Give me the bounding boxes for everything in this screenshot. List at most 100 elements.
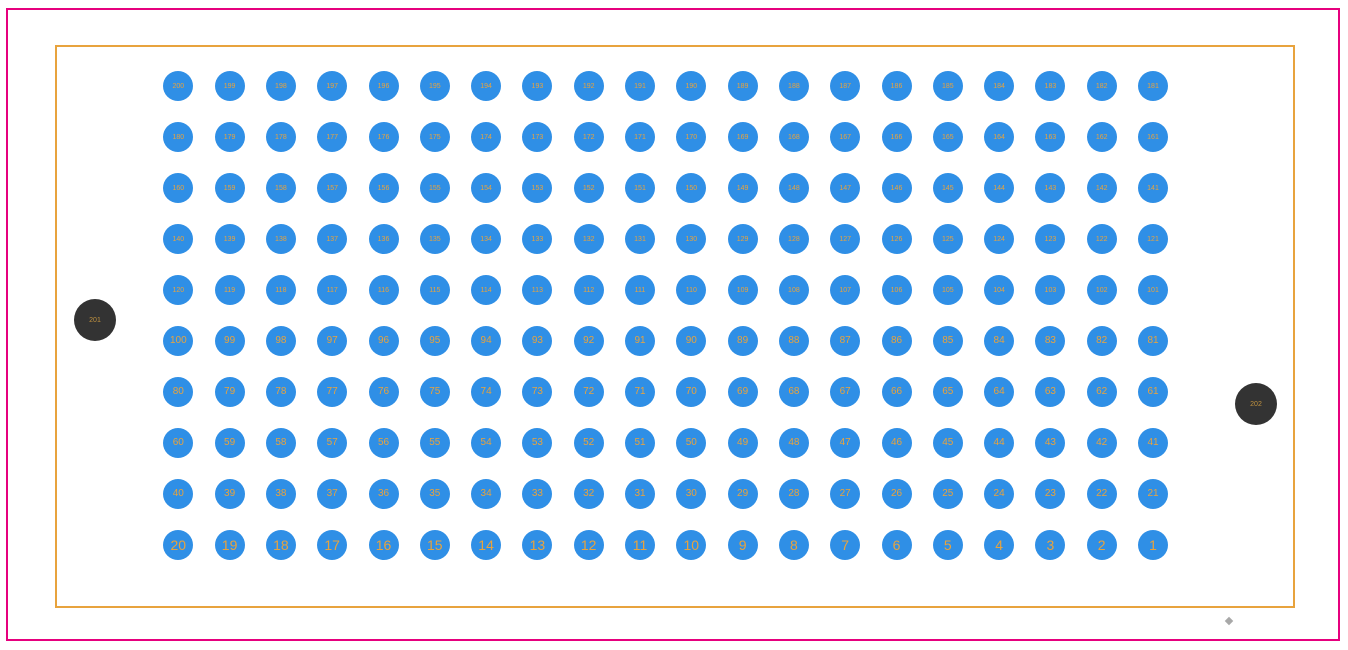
pad-label: 5	[944, 538, 952, 552]
pad-label: 109	[737, 287, 749, 294]
pad-label: 104	[993, 287, 1005, 294]
pad-label: 36	[378, 489, 389, 499]
pad-119: 119	[215, 275, 245, 305]
pad-label: 72	[583, 387, 594, 397]
pad-125: 125	[933, 224, 963, 254]
pad-label: 86	[891, 336, 902, 346]
pad-176: 176	[369, 122, 399, 152]
pad-5: 5	[933, 530, 963, 560]
pad-label: 1	[1149, 538, 1157, 552]
pad-6: 6	[882, 530, 912, 560]
pad-137: 137	[317, 224, 347, 254]
pad-59: 59	[215, 428, 245, 458]
pad-35: 35	[420, 479, 450, 509]
pad-label: 74	[481, 387, 492, 397]
pad-label: 100	[170, 336, 187, 346]
pad-97: 97	[317, 326, 347, 356]
pad-label: 10	[684, 538, 700, 552]
pad-167: 167	[830, 122, 860, 152]
pad-label: 58	[275, 438, 286, 448]
pad-label: 78	[275, 387, 286, 397]
pad-label: 89	[737, 336, 748, 346]
pad-82: 82	[1087, 326, 1117, 356]
pad-label: 130	[685, 236, 697, 243]
pad-label: 124	[993, 236, 1005, 243]
pad-label: 197	[326, 83, 338, 90]
pad-186: 186	[882, 71, 912, 101]
pad-label: 41	[1147, 438, 1158, 448]
pad-1: 1	[1138, 530, 1168, 560]
pad-label: 91	[634, 336, 645, 346]
pad-label: 200	[172, 83, 184, 90]
pad-139: 139	[215, 224, 245, 254]
pad-label: 61	[1147, 387, 1158, 397]
pad-7: 7	[830, 530, 860, 560]
pad-117: 117	[317, 275, 347, 305]
pad-label: 28	[788, 489, 799, 499]
pad-54: 54	[471, 428, 501, 458]
pad-19: 19	[215, 530, 245, 560]
pad-label: 96	[378, 336, 389, 346]
pad-label: 143	[1045, 185, 1057, 192]
pad-label: 38	[275, 489, 286, 499]
pad-172: 172	[574, 122, 604, 152]
pad-label: 94	[481, 336, 492, 346]
pad-label: 66	[891, 387, 902, 397]
pad-label: 116	[378, 287, 389, 294]
pad-136: 136	[369, 224, 399, 254]
pad-label: 97	[327, 336, 338, 346]
pad-label: 25	[942, 489, 953, 499]
pad-label: 103	[1045, 287, 1057, 294]
pad-label: 191	[634, 83, 646, 90]
pad-label: 129	[737, 236, 749, 243]
pad-label: 9	[739, 538, 747, 552]
pad-96: 96	[369, 326, 399, 356]
pad-166: 166	[882, 122, 912, 152]
pad-194: 194	[471, 71, 501, 101]
pad-label: 136	[378, 236, 390, 243]
pad-label: 111	[635, 287, 646, 294]
pad-label: 149	[737, 185, 749, 192]
mounting-hole-label: 202	[1250, 401, 1262, 408]
pad-121: 121	[1138, 224, 1168, 254]
pad-178: 178	[266, 122, 296, 152]
pad-label: 3	[1046, 538, 1054, 552]
pad-label: 92	[583, 336, 594, 346]
pad-104: 104	[984, 275, 1014, 305]
pad-label: 163	[1045, 134, 1057, 141]
pad-142: 142	[1087, 173, 1117, 203]
pad-label: 47	[840, 438, 851, 448]
pad-label: 137	[326, 236, 338, 243]
pad-label: 27	[840, 489, 851, 499]
pad-label: 161	[1147, 134, 1159, 141]
pad-132: 132	[574, 224, 604, 254]
pad-label: 156	[378, 185, 390, 192]
pad-label: 193	[532, 83, 544, 90]
pad-39: 39	[215, 479, 245, 509]
pad-105: 105	[933, 275, 963, 305]
mounting-hole-label: 201	[89, 317, 101, 324]
pad-label: 169	[737, 134, 749, 141]
pad-label: 126	[891, 236, 903, 243]
pad-label: 12	[581, 538, 597, 552]
pad-label: 26	[891, 489, 902, 499]
pad-label: 118	[275, 287, 286, 294]
pad-label: 73	[532, 387, 543, 397]
pad-label: 101	[1147, 287, 1159, 294]
pad-151: 151	[625, 173, 655, 203]
pad-36: 36	[369, 479, 399, 509]
pad-label: 158	[275, 185, 287, 192]
pad-109: 109	[728, 275, 758, 305]
pad-197: 197	[317, 71, 347, 101]
pad-164: 164	[984, 122, 1014, 152]
pad-112: 112	[574, 275, 604, 305]
pad-label: 167	[839, 134, 851, 141]
pad-label: 51	[634, 438, 645, 448]
pad-88: 88	[779, 326, 809, 356]
pad-22: 22	[1087, 479, 1117, 509]
pad-44: 44	[984, 428, 1014, 458]
pad-label: 106	[891, 287, 903, 294]
pad-162: 162	[1087, 122, 1117, 152]
pad-58: 58	[266, 428, 296, 458]
pad-115: 115	[420, 275, 450, 305]
